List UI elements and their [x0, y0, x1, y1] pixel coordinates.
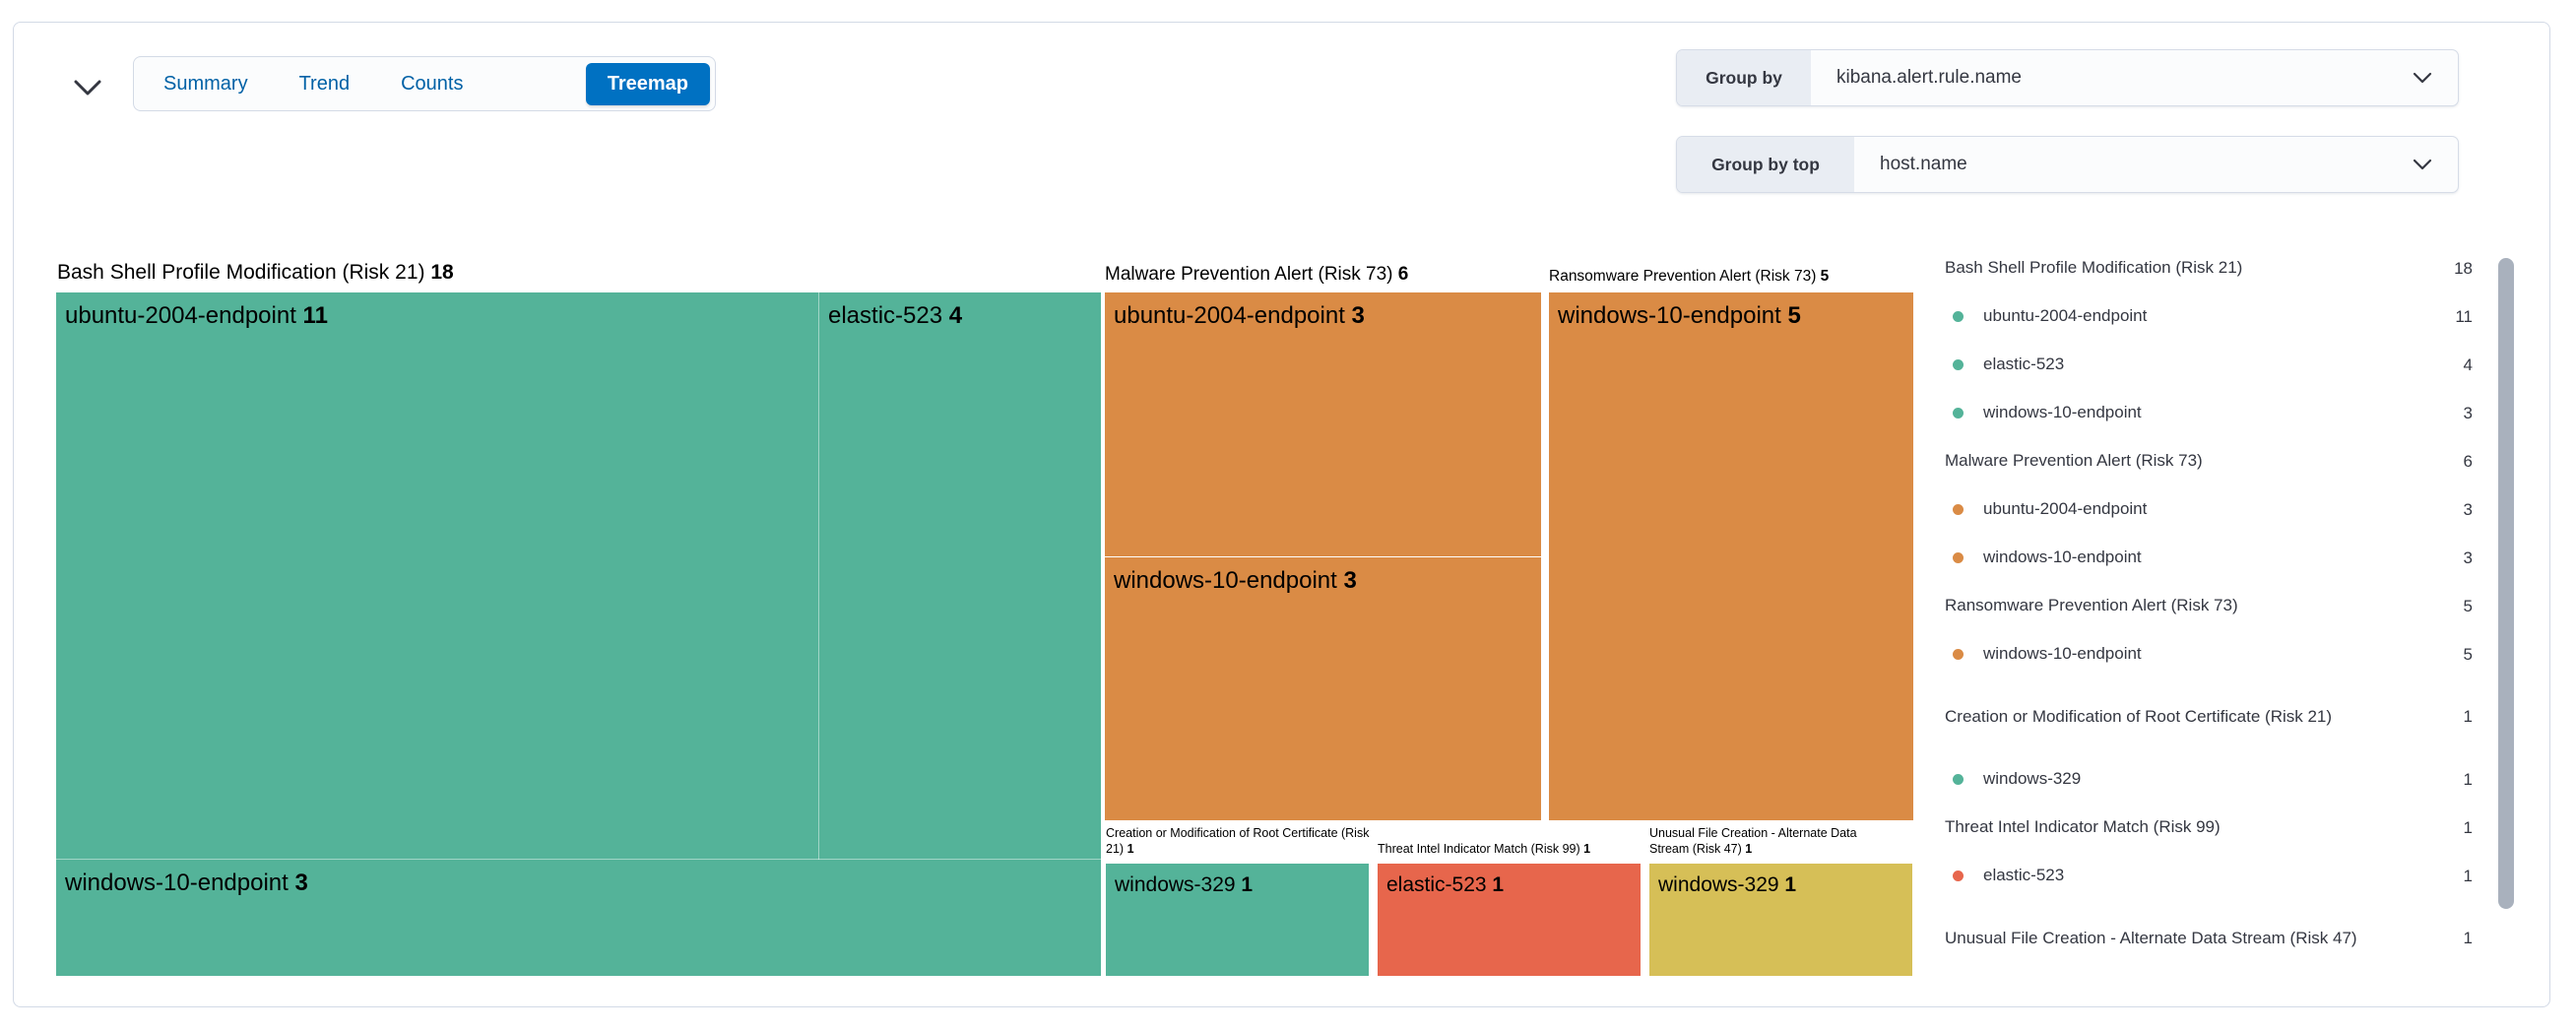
treemap-cell[interactable]: elastic-523 4 [818, 291, 1102, 861]
legend-count: 3 [2463, 548, 2473, 567]
treemap-cell[interactable]: ubuntu-2004-endpoint 3 [1104, 291, 1542, 557]
legend-label: windows-329 [1983, 769, 2082, 789]
tab-summary[interactable]: Summary [163, 63, 248, 105]
legend-group-row: Bash Shell Profile Modification (Risk 21… [1945, 252, 2473, 285]
legend-label: Malware Prevention Alert (Risk 73) [1945, 451, 2203, 471]
legend-count: 1 [2463, 707, 2473, 726]
collapse-panel-button[interactable] [71, 75, 104, 100]
chevron-down-icon [74, 80, 101, 97]
legend-count: 1 [2463, 866, 2473, 885]
treemap-group-label: Creation or Modification of Root Certifi… [1106, 826, 1370, 856]
legend-label: windows-10-endpoint [1983, 644, 2142, 664]
legend-dot-icon [1953, 408, 1964, 419]
tab-counts[interactable]: Counts [401, 63, 463, 105]
legend-host-row: windows-10-endpoint 3 [1945, 542, 2473, 574]
group-by-control: Group by kibana.alert.rule.name [1676, 49, 2459, 106]
treemap-cell[interactable]: windows-329 1 [1105, 863, 1370, 977]
treemap-cell[interactable]: ubuntu-2004-endpoint 11 [55, 291, 820, 861]
tab-treemap[interactable]: Treemap [585, 62, 710, 105]
chevron-down-icon [2413, 137, 2458, 192]
treemap-group-label: Malware Prevention Alert (Risk 73) 6 [1105, 264, 1409, 285]
legend-host-row: windows-10-endpoint 3 [1945, 397, 2473, 429]
legend-group-row: Ransomware Prevention Alert (Risk 73) 5 [1945, 590, 2473, 622]
group-by-label: Group by [1677, 50, 1811, 105]
treemap-group-label: Bash Shell Profile Modification (Risk 21… [57, 261, 454, 284]
legend-dot-icon [1953, 774, 1964, 785]
legend-label: elastic-523 [1983, 866, 2065, 885]
legend-count: 1 [2463, 817, 2473, 837]
treemap-cell[interactable]: windows-10-endpoint 3 [1104, 556, 1542, 821]
legend-label: ubuntu-2004-endpoint [1983, 306, 2148, 326]
treemap-cell[interactable]: windows-329 1 [1648, 863, 1913, 977]
treemap-cell[interactable]: windows-10-endpoint 3 [55, 859, 1102, 977]
legend-count: 6 [2463, 451, 2473, 471]
chevron-down-icon [2413, 50, 2458, 105]
legend-dot-icon [1953, 504, 1964, 515]
legend-count: 5 [2463, 596, 2473, 615]
legend-count: 1 [2463, 929, 2473, 947]
group-by-select[interactable]: kibana.alert.rule.name [1836, 67, 2022, 88]
legend-count: 18 [2454, 258, 2473, 278]
legend-label: Threat Intel Indicator Match (Risk 99) [1945, 817, 2221, 837]
treemap-legend: Bash Shell Profile Modification (Risk 21… [1945, 252, 2473, 985]
legend-label: Bash Shell Profile Modification (Risk 21… [1945, 258, 2243, 278]
legend-count: 4 [2463, 355, 2473, 374]
legend-label: windows-10-endpoint [1983, 403, 2142, 422]
legend-label: Creation or Modification of Root Certifi… [1945, 706, 2333, 726]
legend-host-row: ubuntu-2004-endpoint 3 [1945, 493, 2473, 526]
treemap-group-label: Threat Intel Indicator Match (Risk 99) 1 [1378, 842, 1591, 856]
group-by-top-select[interactable]: host.name [1880, 154, 1967, 174]
legend-label: windows-10-endpoint [1983, 548, 2142, 567]
legend-label: Unusual File Creation - Alternate Data S… [1945, 928, 2357, 947]
legend-dot-icon [1953, 871, 1964, 881]
legend-group-row: Threat Intel Indicator Match (Risk 99) 1 [1945, 811, 2473, 844]
legend-host-row: windows-10-endpoint 5 [1945, 638, 2473, 671]
legend-host-row: windows-329 1 [1945, 763, 2473, 796]
treemap-group-label: Unusual File Creation - Alternate Data S… [1649, 826, 1857, 856]
treemap-cell[interactable]: elastic-523 1 [1377, 863, 1642, 977]
legend-scrollbar-thumb[interactable] [2498, 258, 2514, 909]
legend-count: 3 [2463, 403, 2473, 422]
legend-count: 1 [2463, 769, 2473, 789]
legend-dot-icon [1953, 552, 1964, 563]
legend-host-row: elastic-523 1 [1945, 860, 2473, 892]
legend-label: elastic-523 [1983, 355, 2065, 374]
view-tab-group: Summary Trend Counts Treemap [133, 56, 716, 111]
group-by-top-label: Group by top [1677, 137, 1854, 192]
legend-dot-icon [1953, 649, 1964, 660]
legend-host-row: ubuntu-2004-endpoint 11 [1945, 300, 2473, 333]
legend-count: 11 [2455, 306, 2473, 326]
legend-dot-icon [1953, 311, 1964, 322]
legend-label: ubuntu-2004-endpoint [1983, 499, 2148, 519]
treemap-cell[interactable]: windows-10-endpoint 5 [1548, 291, 1914, 821]
legend-group-row: Malware Prevention Alert (Risk 73) 6 [1945, 445, 2473, 478]
legend-group-row: Creation or Modification of Root Certifi… [1945, 686, 2473, 747]
legend-label: Ransomware Prevention Alert (Risk 73) [1945, 596, 2238, 615]
group-by-top-control: Group by top host.name [1676, 136, 2459, 193]
legend-dot-icon [1953, 359, 1964, 370]
legend-host-row: elastic-523 4 [1945, 349, 2473, 381]
legend-count: 3 [2463, 499, 2473, 519]
legend-count: 5 [2463, 644, 2473, 664]
treemap-group-label: Ransomware Prevention Alert (Risk 73) 5 [1549, 268, 1830, 285]
tab-trend[interactable]: Trend [299, 63, 351, 105]
legend-group-row: Unusual File Creation - Alternate Data S… [1945, 908, 2473, 969]
